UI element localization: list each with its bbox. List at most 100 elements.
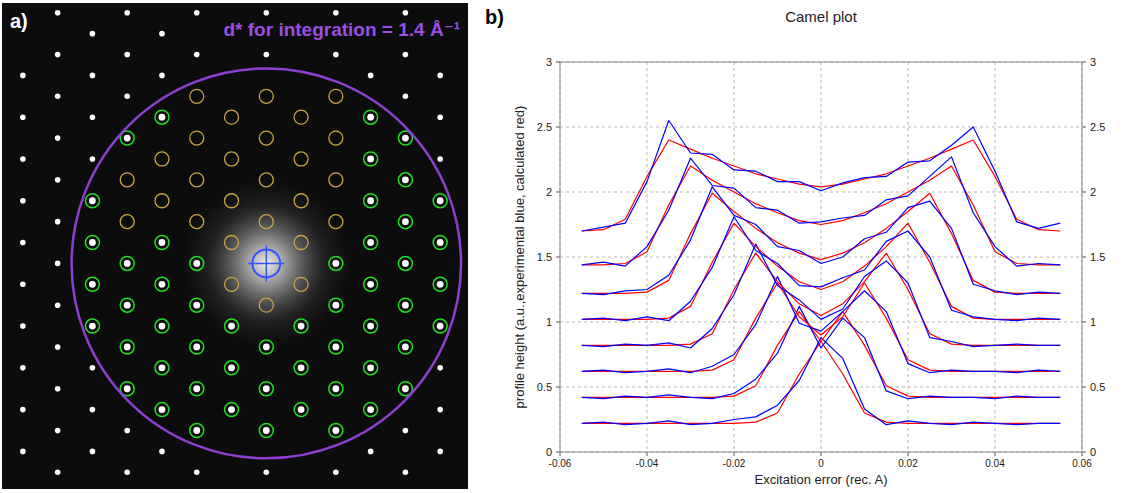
integration-ring	[120, 256, 134, 270]
integration-ring	[120, 173, 134, 187]
reflection	[294, 152, 308, 166]
spot	[124, 385, 131, 392]
y-tick-label-right: 2.5	[1090, 121, 1105, 133]
profile-curve	[582, 193, 1061, 293]
reflection	[433, 194, 447, 208]
reflection	[263, 469, 269, 475]
reflection	[194, 469, 200, 475]
tick-mark	[821, 452, 822, 456]
grid	[556, 62, 1086, 456]
spot	[437, 323, 444, 330]
reflection	[55, 261, 61, 267]
x-tick-label: 0.02	[898, 458, 918, 469]
y-tick-label-right: 0.5	[1090, 381, 1105, 393]
integration-ring	[364, 110, 378, 124]
tick-mark	[1082, 127, 1086, 128]
integration-ring	[155, 152, 169, 166]
y-tick-label: 0.5	[537, 381, 552, 393]
integration-ring	[364, 152, 378, 166]
integration-ring	[190, 424, 204, 438]
reflection	[403, 428, 409, 434]
spot	[437, 114, 443, 120]
y-tick-label: 2	[546, 186, 552, 198]
integration-ring	[85, 194, 99, 208]
spot	[55, 386, 61, 392]
integration-ring	[294, 319, 308, 333]
spot	[89, 239, 96, 246]
reflection	[433, 277, 447, 291]
spot	[55, 52, 61, 58]
spot	[55, 177, 61, 183]
integration-ring	[329, 173, 343, 187]
reflection	[155, 236, 169, 250]
reflection	[85, 319, 99, 333]
reflection	[225, 236, 239, 250]
spot	[20, 156, 26, 162]
spot	[403, 94, 409, 100]
reflection	[294, 194, 308, 208]
integration-ring	[329, 382, 343, 396]
integration-ring	[155, 277, 169, 291]
spot	[437, 239, 444, 246]
reflection	[225, 361, 239, 375]
spot	[90, 449, 96, 455]
x-tick-label: -0.02	[723, 458, 746, 469]
spot	[89, 197, 96, 204]
spot	[298, 364, 305, 371]
integration-ring	[259, 424, 273, 438]
integration-ring	[85, 319, 99, 333]
integration-ring	[259, 89, 273, 103]
tick-mark	[556, 387, 560, 388]
integration-ring	[364, 194, 378, 208]
reflection	[120, 340, 134, 354]
reflection	[55, 302, 61, 308]
spot	[90, 156, 96, 162]
reflection	[155, 319, 169, 333]
integration-ring	[398, 256, 412, 270]
spot	[263, 344, 270, 351]
tick-mark	[556, 322, 560, 323]
reflection	[333, 10, 339, 16]
integration-ring	[85, 277, 99, 291]
spot	[124, 135, 131, 142]
spot	[368, 73, 374, 79]
reflection	[329, 424, 343, 438]
tick-mark	[556, 257, 560, 258]
profile-curve	[582, 277, 1061, 373]
reflection	[263, 10, 269, 16]
integration-ring	[259, 131, 273, 145]
spot	[159, 323, 166, 330]
plot-frame	[560, 62, 1082, 452]
reflection	[437, 365, 443, 371]
reflection	[194, 10, 200, 16]
x-tick-label: 0.04	[985, 458, 1005, 469]
reflection	[364, 110, 378, 124]
reflection	[329, 215, 343, 229]
reflection	[433, 319, 447, 333]
profile-curve	[582, 342, 1061, 424]
tick-mark	[995, 452, 996, 456]
panel-title: d* for integration = 1.4 Å⁻¹	[224, 19, 460, 40]
reflection	[20, 449, 26, 455]
reflection	[398, 173, 412, 187]
integration-ring	[398, 298, 412, 312]
integration-ring	[259, 215, 273, 229]
integration-ring	[294, 152, 308, 166]
reflection	[294, 236, 308, 250]
reflection	[364, 277, 378, 291]
spot	[20, 407, 26, 413]
spot	[332, 302, 339, 309]
tick-mark	[1082, 257, 1086, 258]
spot	[367, 281, 374, 288]
tick-mark	[908, 452, 909, 456]
spot	[333, 469, 339, 475]
spot	[55, 219, 61, 225]
reflection	[190, 340, 204, 354]
spot	[333, 52, 339, 58]
spot	[367, 323, 374, 330]
integration-ring	[190, 382, 204, 396]
integration-ring	[155, 236, 169, 250]
figure: d* for integration = 1.4 Å⁻¹a)b)Camel pl…	[0, 0, 1123, 493]
integration-ring	[190, 256, 204, 270]
integration-ring	[85, 236, 99, 250]
